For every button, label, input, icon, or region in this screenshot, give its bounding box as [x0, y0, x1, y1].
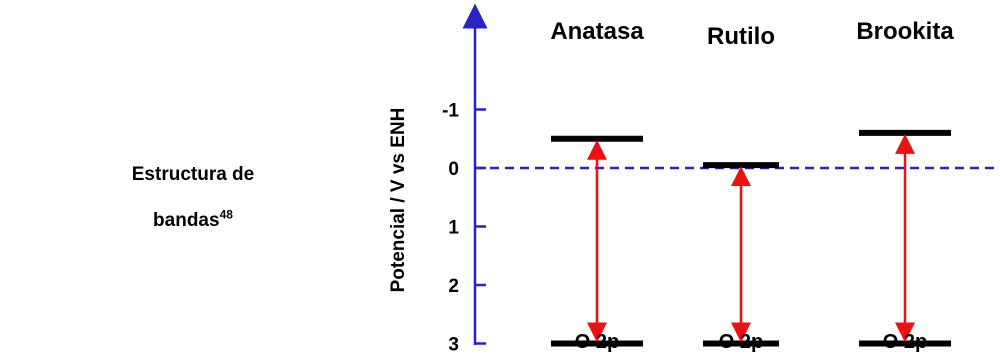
- y-tick-label: -1: [442, 101, 459, 122]
- valence-label-brookita: O 2p: [883, 331, 927, 353]
- citation-superscript: 48: [219, 207, 233, 222]
- phase-label-anatasa: Anatasa: [550, 18, 644, 45]
- valence-label-anatasa: O 2p: [575, 331, 619, 353]
- y-tick-label: 3: [448, 335, 459, 354]
- phase-label-rutilo: Rutilo: [707, 23, 775, 50]
- y-tick-label: 1: [448, 218, 459, 239]
- phase-label-brookita: Brookita: [856, 18, 954, 45]
- side-title: Estructura de bandas48: [128, 152, 258, 244]
- side-title-line1: Estructura de: [131, 164, 255, 185]
- side-title-line2-text: bandas: [153, 210, 220, 231]
- side-title-line2: bandas48: [128, 198, 258, 244]
- y-tick-label: 2: [448, 276, 459, 297]
- y-axis-title: Potencial / V vs ENH: [388, 108, 409, 293]
- y-tick-label: 0: [448, 159, 459, 180]
- valence-label-rutilo: O 2p: [719, 331, 763, 353]
